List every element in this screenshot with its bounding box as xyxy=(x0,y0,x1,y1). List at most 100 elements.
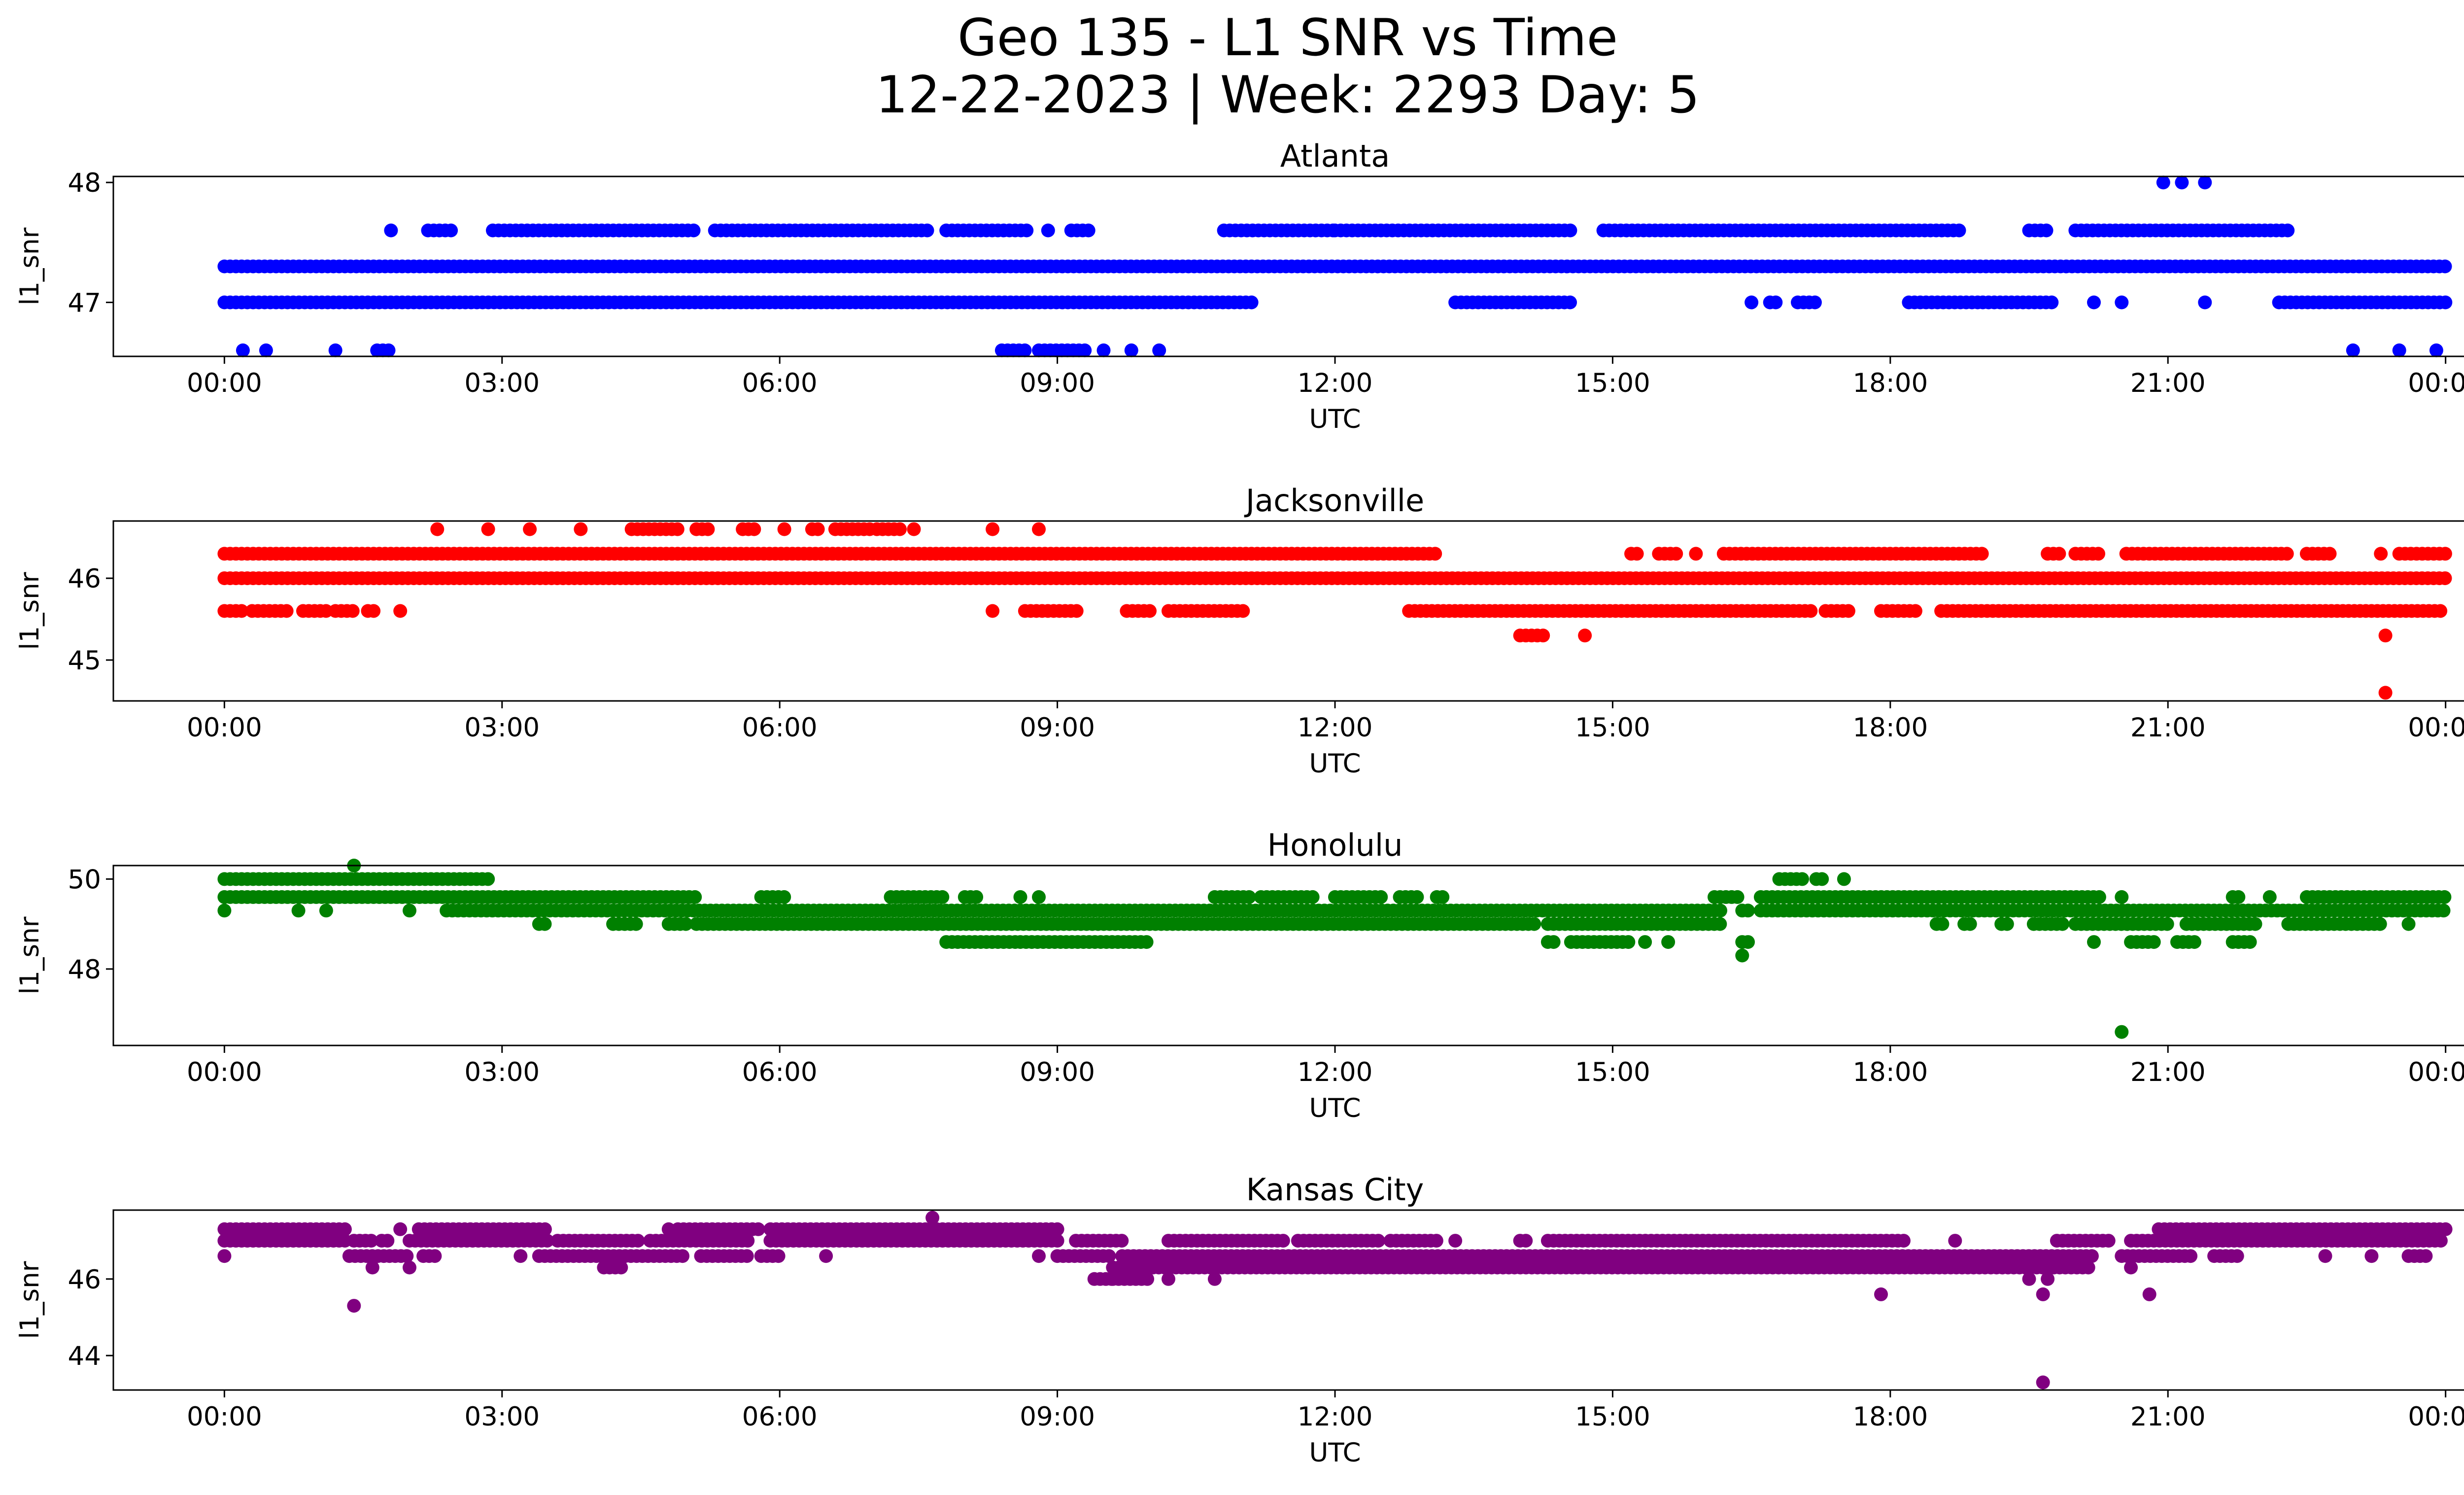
x-axis-label: UTC xyxy=(1309,1093,1361,1123)
data-point xyxy=(235,604,249,618)
data-point xyxy=(393,1222,408,1236)
x-tick-label: 06:00 xyxy=(742,1057,818,1087)
data-point xyxy=(1837,872,1851,886)
data-point xyxy=(2280,547,2294,561)
data-point xyxy=(338,1222,352,1236)
y-tick-label: 46 xyxy=(68,1265,101,1295)
data-point xyxy=(2378,686,2393,700)
x-tick-label: 09:00 xyxy=(1020,368,1095,398)
data-point xyxy=(444,223,458,238)
x-tick-label: 12:00 xyxy=(1298,1057,1373,1087)
data-point xyxy=(1032,522,1046,536)
data-point xyxy=(347,1299,361,1313)
data-point xyxy=(2091,547,2105,561)
data-point xyxy=(2231,890,2246,904)
x-tick-label: 06:00 xyxy=(742,713,818,743)
data-point xyxy=(1908,604,1922,618)
data-point xyxy=(2373,917,2387,931)
data-point xyxy=(1207,1272,1222,1286)
data-point xyxy=(2419,1249,2433,1263)
data-point xyxy=(1563,295,1577,310)
x-tick-label: 18:00 xyxy=(1852,1402,1928,1432)
x-tick-label: 21:00 xyxy=(2130,1057,2206,1087)
data-point xyxy=(328,343,342,357)
x-tick-label: 18:00 xyxy=(1852,368,1928,398)
data-point xyxy=(2101,1234,2116,1248)
data-point xyxy=(523,522,537,536)
subplots: Atlanta 00:00 03:00 06:00 09:00 12:00 15:00 18:… xyxy=(15,138,2464,1468)
data-point xyxy=(741,1234,755,1248)
data-point xyxy=(1741,935,1755,949)
x-tick-label: 15:00 xyxy=(1575,368,1650,398)
data-point xyxy=(1815,872,1829,886)
data-point xyxy=(614,1260,628,1275)
data-point xyxy=(1975,547,1989,561)
data-point xyxy=(679,917,693,931)
data-point xyxy=(403,904,416,918)
data-point xyxy=(969,890,984,904)
x-tick-label: 00:00 xyxy=(187,713,262,743)
data-points xyxy=(217,859,2452,1039)
data-point xyxy=(1429,1234,1443,1248)
data-point xyxy=(538,917,552,931)
subplot-title: Honolulu xyxy=(1267,827,1403,863)
data-point xyxy=(2198,295,2212,310)
y-tick-label: 48 xyxy=(68,955,101,985)
data-point xyxy=(893,522,907,536)
figure-title-line1: Geo 135 - L1 SNR vs Time xyxy=(958,8,1618,68)
y-tick-label: 46 xyxy=(68,564,101,594)
x-tick-label: 12:00 xyxy=(1298,713,1373,743)
data-point xyxy=(771,1249,786,1263)
figure-title-line2: 12-22-2023 | Week: 2293 Day: 5 xyxy=(876,66,1700,125)
data-point xyxy=(920,223,934,238)
data-points xyxy=(217,522,2452,700)
data-point xyxy=(676,1249,689,1263)
y-tick-label: 50 xyxy=(68,865,101,895)
data-point xyxy=(777,890,791,904)
data-point xyxy=(670,522,684,536)
data-point xyxy=(1013,890,1027,904)
data-point xyxy=(1140,1272,1155,1286)
data-point xyxy=(381,343,396,357)
data-point xyxy=(1276,1234,1290,1248)
data-point xyxy=(2036,1287,2050,1301)
y-axis-label: l1_snr xyxy=(15,227,45,305)
data-point xyxy=(1032,1249,1046,1263)
data-point xyxy=(2087,295,2101,310)
data-point xyxy=(367,604,381,618)
data-point xyxy=(1244,295,1259,310)
data-point xyxy=(1428,547,1442,561)
data-point xyxy=(925,1211,940,1225)
x-tick-label: 00:00 xyxy=(2408,1402,2464,1432)
data-point xyxy=(1032,890,1046,904)
data-point xyxy=(2438,547,2452,561)
data-point xyxy=(2323,547,2337,561)
data-point xyxy=(629,917,643,931)
data-point xyxy=(365,1260,379,1275)
data-point xyxy=(217,1249,232,1263)
data-point xyxy=(1689,547,1703,561)
data-point xyxy=(1713,917,1727,931)
data-point xyxy=(907,522,921,536)
data-point xyxy=(2318,1249,2332,1263)
x-tick-label: 00:00 xyxy=(2408,713,2464,743)
data-point xyxy=(1713,904,1727,918)
data-point xyxy=(2187,935,2201,949)
x-axis-label: UTC xyxy=(1309,1438,1361,1468)
data-point xyxy=(1236,604,1250,618)
data-point xyxy=(1115,1234,1129,1248)
data-point xyxy=(259,343,273,357)
data-point xyxy=(747,522,761,536)
data-point xyxy=(1735,948,1749,963)
data-point xyxy=(2230,1249,2244,1263)
data-point xyxy=(2052,547,2066,561)
data-point xyxy=(986,522,1000,536)
data-point xyxy=(2160,917,2174,931)
x-tick-label: 21:00 xyxy=(2130,713,2206,743)
data-point xyxy=(986,604,1000,618)
y-axis-label: l1_snr xyxy=(15,1261,45,1339)
data-point xyxy=(935,890,950,904)
data-point xyxy=(2045,295,2059,310)
data-point xyxy=(2041,1272,2055,1286)
data-point xyxy=(2438,1222,2453,1236)
